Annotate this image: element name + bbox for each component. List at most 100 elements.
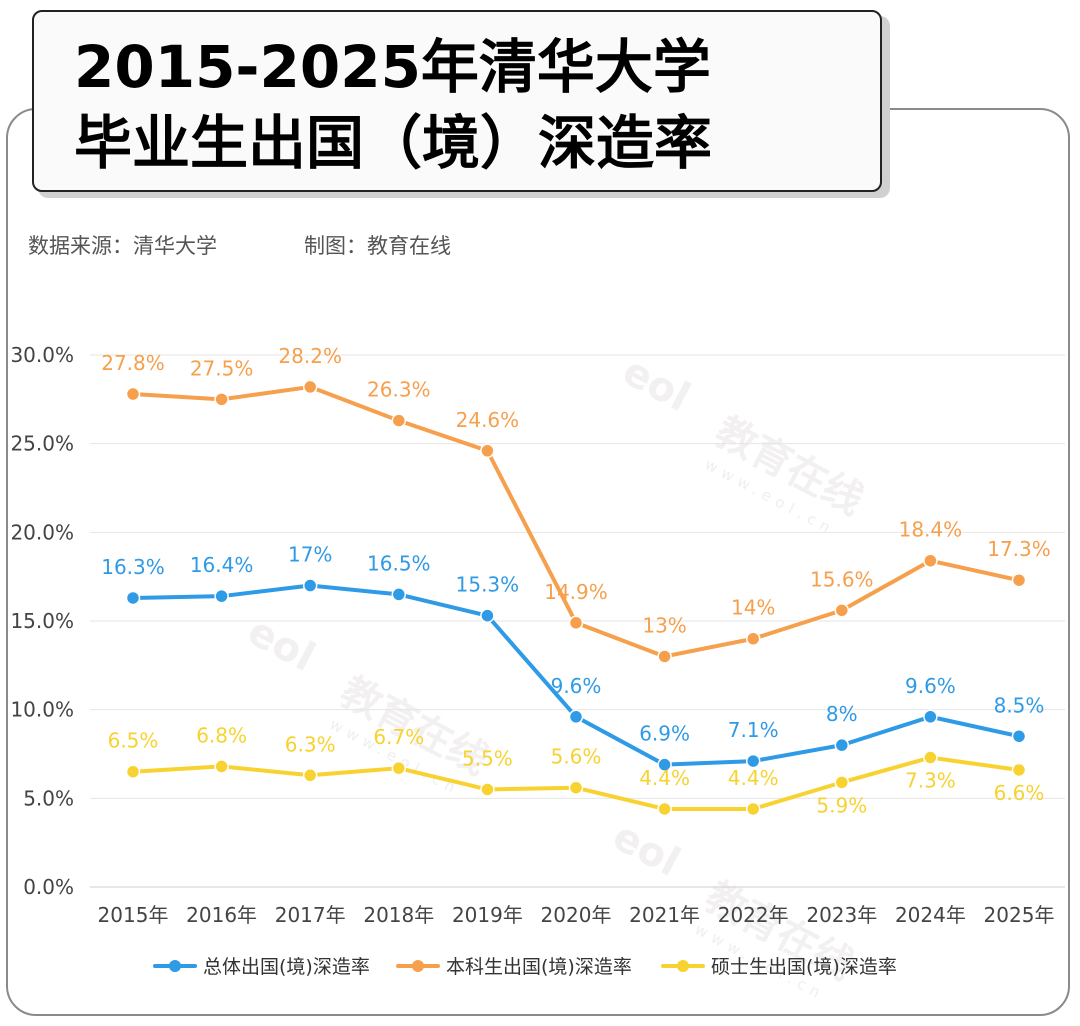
x-tick-label: 2019年 bbox=[452, 903, 523, 927]
data-point bbox=[657, 649, 672, 664]
data-label: 4.4% bbox=[728, 766, 779, 790]
data-label: 6.9% bbox=[639, 722, 690, 746]
data-point bbox=[568, 615, 584, 631]
y-tick-label: 10.0% bbox=[10, 698, 74, 722]
data-point bbox=[391, 413, 407, 428]
page-title-line-1: 2015-2025年清华大学 bbox=[74, 33, 711, 101]
data-point bbox=[745, 801, 761, 817]
data-label: 28.2% bbox=[278, 344, 342, 368]
x-tick-label: 2024年 bbox=[895, 903, 966, 927]
x-tick-label: 2017年 bbox=[275, 903, 346, 927]
data-label: 14% bbox=[731, 596, 775, 620]
y-tick-label: 20.0% bbox=[10, 520, 74, 544]
data-label: 8.5% bbox=[994, 693, 1045, 717]
data-point bbox=[923, 553, 938, 568]
data-label: 27.8% bbox=[101, 351, 165, 375]
data-label: 24.6% bbox=[456, 408, 520, 432]
data-point bbox=[125, 590, 141, 606]
data-label: 17.3% bbox=[987, 537, 1051, 561]
data-label: 6.6% bbox=[994, 781, 1045, 805]
data-point bbox=[568, 709, 584, 725]
data-label: 6.5% bbox=[108, 729, 159, 753]
data-label: 7.1% bbox=[728, 718, 779, 742]
data-point bbox=[391, 587, 407, 602]
data-label: 16.5% bbox=[367, 551, 431, 575]
data-label: 13% bbox=[642, 613, 686, 637]
legend-label-1: 本科生出国(境)深造率 bbox=[446, 956, 632, 978]
data-point bbox=[568, 780, 584, 795]
data-label: 6.8% bbox=[196, 723, 247, 747]
data-point bbox=[657, 801, 672, 817]
data-source-label: 数据来源：清华大学 bbox=[28, 234, 217, 258]
data-point bbox=[480, 782, 495, 797]
title-box: 2015-2025年清华大学 毕业生出国（境）深造率 bbox=[32, 10, 882, 192]
data-point bbox=[214, 392, 229, 407]
data-label: 17% bbox=[288, 543, 332, 567]
watermark-logo: eol bbox=[615, 348, 697, 421]
data-label: 18.4% bbox=[899, 518, 963, 542]
data-point bbox=[480, 443, 495, 459]
data-point bbox=[302, 768, 318, 783]
data-label: 16.4% bbox=[190, 553, 254, 577]
y-tick-label: 0.0% bbox=[23, 875, 74, 899]
data-point bbox=[657, 757, 672, 772]
chart-card bbox=[6, 108, 1070, 1016]
data-label: 26.3% bbox=[367, 378, 431, 402]
data-point bbox=[302, 578, 318, 593]
chart-credit-label: 制图：教育在线 bbox=[304, 234, 451, 258]
x-tick-label: 2021年 bbox=[629, 903, 700, 927]
data-point bbox=[214, 759, 229, 774]
data-point bbox=[125, 764, 141, 779]
data-point bbox=[745, 631, 761, 646]
x-tick-label: 2023年 bbox=[806, 903, 877, 927]
data-point bbox=[125, 386, 141, 402]
data-point bbox=[923, 750, 938, 765]
y-tick-label: 25.0% bbox=[10, 432, 74, 456]
data-label: 15.3% bbox=[456, 573, 520, 597]
data-label: 7.3% bbox=[905, 769, 956, 793]
data-label: 6.7% bbox=[373, 725, 424, 749]
data-label: 15.6% bbox=[810, 567, 874, 591]
data-label: 4.4% bbox=[639, 766, 690, 790]
data-label: 6.3% bbox=[285, 732, 336, 756]
data-point bbox=[1011, 572, 1027, 588]
data-point bbox=[745, 753, 761, 769]
data-point bbox=[834, 737, 850, 753]
y-tick-label: 30.0% bbox=[10, 343, 74, 367]
x-tick-label: 2015年 bbox=[98, 903, 169, 927]
data-label: 16.3% bbox=[101, 555, 165, 579]
legend-marker-0 bbox=[169, 960, 181, 972]
y-tick-label: 15.0% bbox=[10, 609, 74, 633]
data-point bbox=[480, 608, 495, 623]
data-label: 27.5% bbox=[190, 356, 254, 380]
data-point bbox=[834, 775, 850, 790]
legend-marker-2 bbox=[677, 960, 689, 972]
data-point bbox=[391, 760, 407, 776]
x-tick-label: 2018年 bbox=[363, 903, 434, 927]
data-label: 5.5% bbox=[462, 746, 513, 770]
data-point bbox=[302, 379, 318, 395]
watermark-logo: eol bbox=[605, 813, 687, 886]
legend-marker-1 bbox=[412, 960, 424, 972]
data-label: 5.9% bbox=[816, 793, 867, 817]
data-point bbox=[834, 603, 850, 618]
data-label: 8% bbox=[826, 702, 858, 726]
x-tick-label: 2022年 bbox=[718, 903, 789, 927]
data-label: 14.9% bbox=[544, 580, 608, 604]
legend-label-0: 总体出国(境)深造率 bbox=[203, 956, 370, 978]
legend-label-2: 硕士生出国(境)深造率 bbox=[711, 956, 897, 978]
data-point bbox=[214, 588, 229, 604]
data-point bbox=[1011, 762, 1027, 778]
watermark-logo: eol bbox=[240, 608, 322, 681]
data-label: 9.6% bbox=[905, 674, 956, 698]
x-tick-label: 2020年 bbox=[541, 903, 612, 927]
data-label: 5.6% bbox=[551, 745, 602, 769]
data-point bbox=[1011, 729, 1027, 744]
x-tick-label: 2016年 bbox=[186, 903, 257, 927]
data-label: 9.6% bbox=[551, 674, 602, 698]
page-title-line-2: 毕业生出国（境）深造率 bbox=[74, 109, 713, 177]
data-point bbox=[923, 709, 938, 725]
